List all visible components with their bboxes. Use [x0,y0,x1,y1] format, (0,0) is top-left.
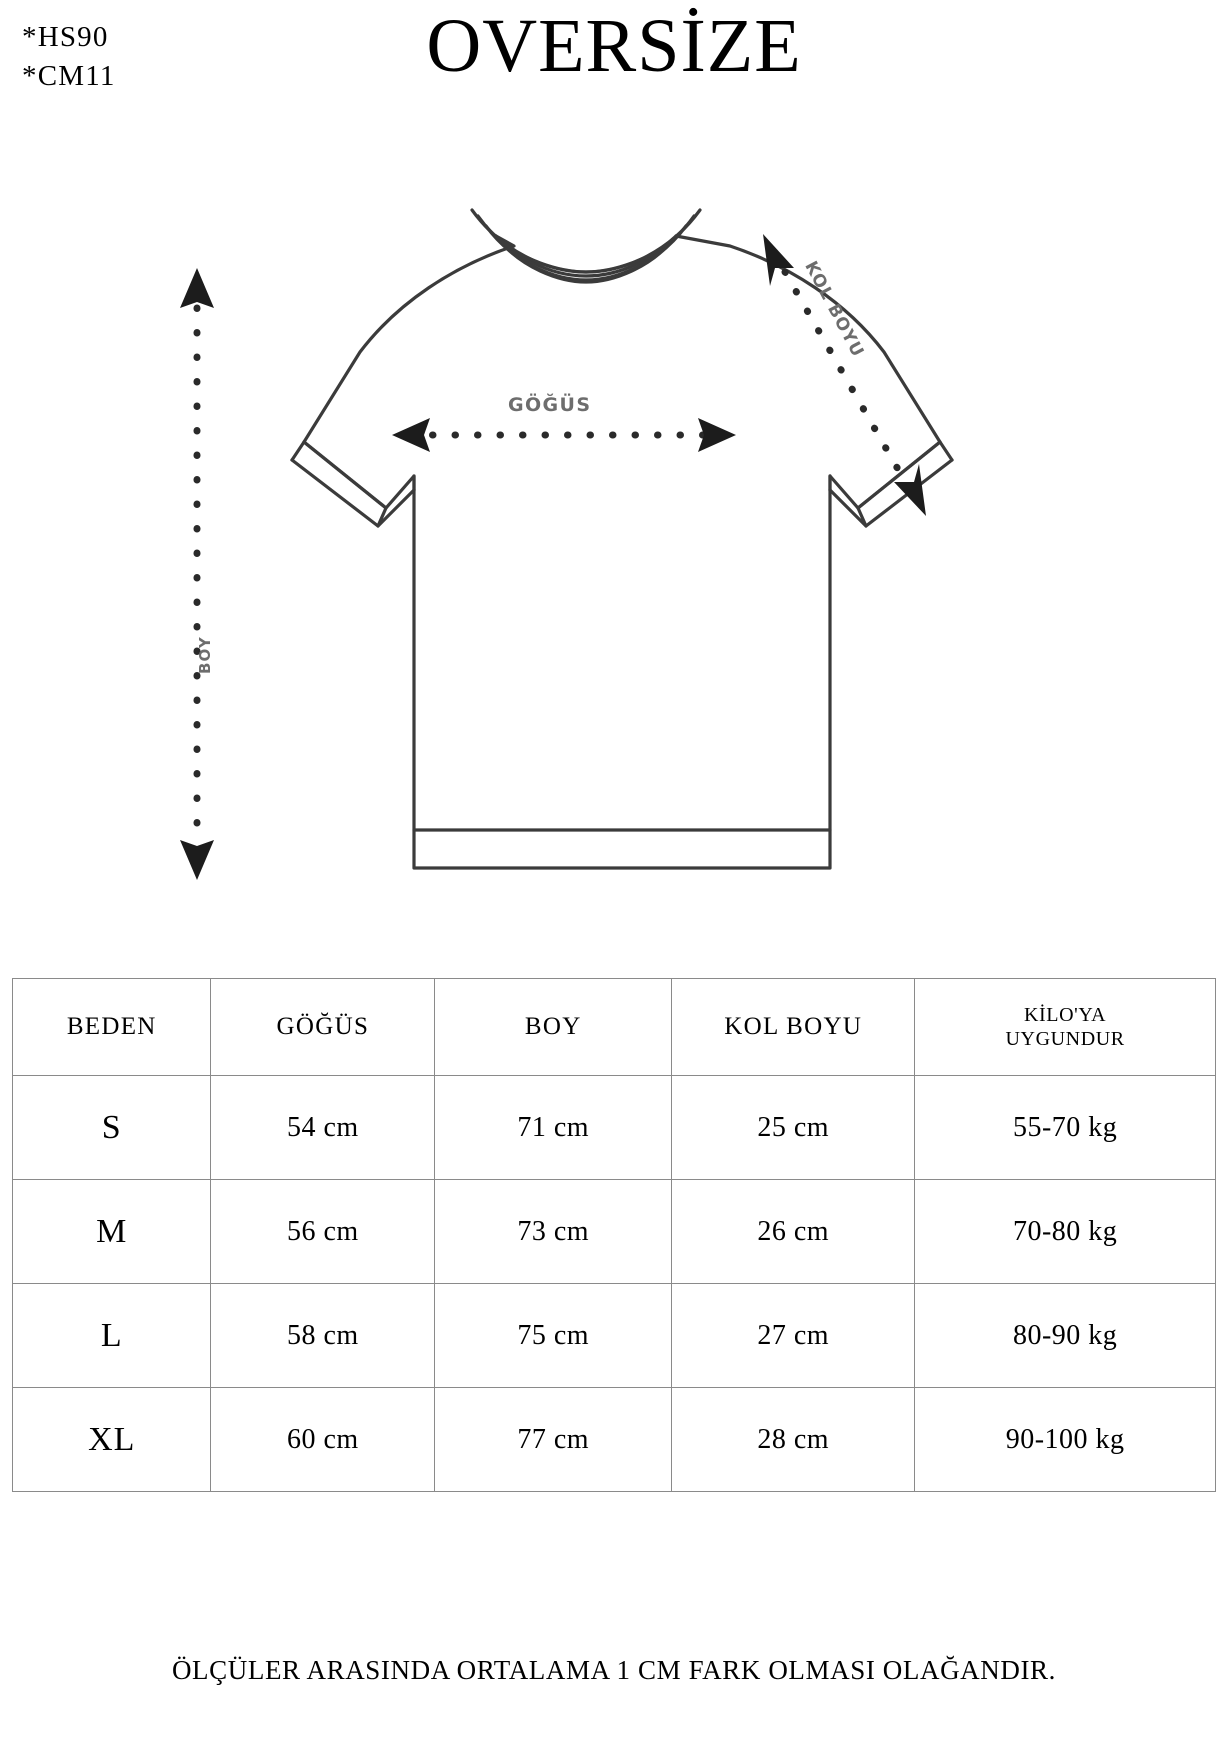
cell-beden: L [11,1283,212,1388]
sleeve-measure-arrow [763,234,926,516]
column-header-boy: BOY [434,978,673,1076]
cell-kol-boyu: 26 cm [671,1179,916,1284]
cell-beden: S [11,1075,212,1180]
page-title: OVERSİZE [426,4,802,88]
cell-kol-boyu: 25 cm [671,1075,916,1180]
cell-beden: M [11,1179,212,1284]
length-label: BOY [196,636,214,674]
cell-kilo: 70-80 kg [914,1179,1216,1284]
footnote: ÖLÇÜLER ARASINDA ORTALAMA 1 CM FARK OLMA… [171,1655,1057,1685]
table-row: XL 60 cm 77 cm 28 cm 90-100 kg [11,1387,1216,1492]
cell-gogus: 60 cm [210,1387,436,1492]
table-row: L 58 cm 75 cm 27 cm 80-90 kg [11,1283,1216,1388]
cell-gogus: 54 cm [210,1075,436,1180]
table-header-row: BEDEN GÖĞÜS BOY KOL BOYU KİLO'YA UYGUNDU… [11,978,1216,1076]
size-table: BEDEN GÖĞÜS BOY KOL BOYU KİLO'YA UYGUNDU… [11,978,1216,1492]
cell-kilo: 90-100 kg [914,1387,1216,1492]
column-header-kilo: KİLO'YA UYGUNDUR [914,978,1216,1076]
table-row: S 54 cm 71 cm 25 cm 55-70 kg [11,1075,1216,1180]
cell-kilo: 55-70 kg [914,1075,1216,1180]
chest-label: GÖĞÜS [508,394,592,416]
cell-boy: 75 cm [434,1283,673,1388]
product-code-2: *CM11 [22,59,116,92]
chest-measure-arrow [392,418,736,452]
cell-boy: 73 cm [434,1179,673,1284]
cell-kilo: 80-90 kg [914,1283,1216,1388]
cell-gogus: 56 cm [210,1179,436,1284]
cell-boy: 71 cm [434,1075,673,1180]
tshirt-illustration [180,208,954,880]
cell-boy: 77 cm [434,1387,673,1492]
tshirt-diagram: GÖĞÜS BOY KOL BOYU [0,190,1228,930]
cell-kol-boyu: 27 cm [671,1283,916,1388]
cell-kol-boyu: 28 cm [671,1387,916,1492]
product-codes: *HS90 *CM11 [22,18,116,95]
cell-gogus: 58 cm [210,1283,436,1388]
column-header-kilo-line2: UYGUNDUR [1005,1028,1125,1050]
table-row: M 56 cm 73 cm 26 cm 70-80 kg [11,1179,1216,1284]
product-code-1: *HS90 [22,21,109,53]
column-header-kol-boyu: KOL BOYU [671,978,916,1076]
cell-beden: XL [11,1387,212,1492]
size-table-wrapper: BEDEN GÖĞÜS BOY KOL BOYU KİLO'YA UYGUNDU… [11,978,1216,1492]
length-measure-arrow [180,268,214,880]
column-header-kilo-line1: KİLO'YA [1023,1003,1107,1026]
column-header-gogus: GÖĞÜS [210,978,436,1076]
column-header-beden: BEDEN [11,978,212,1076]
